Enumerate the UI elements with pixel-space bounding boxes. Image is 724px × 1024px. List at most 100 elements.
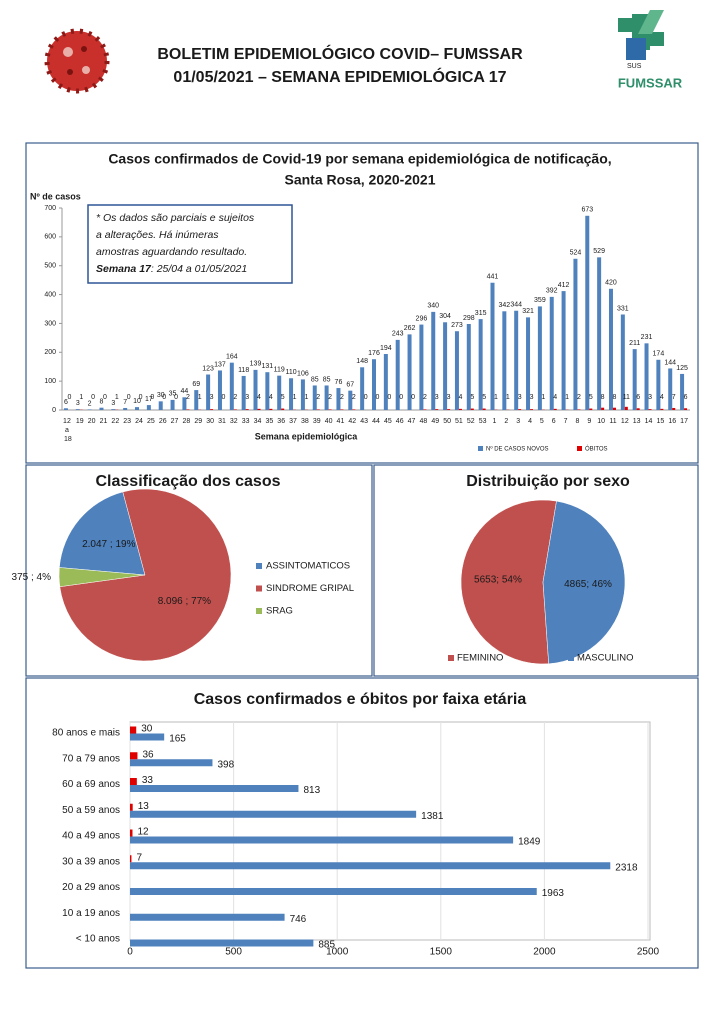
bar [656,359,661,410]
x-tick-label: 26 [159,418,167,425]
bar [194,390,199,410]
data-label: 3 [210,394,214,401]
data-label: 813 [303,785,320,796]
annotation-line: amostras aguardando resultado. [96,246,247,258]
bar [608,288,613,410]
x-tick-label: 11 [609,418,616,425]
bar [597,257,602,410]
x-tick-label: 1500 [430,947,453,958]
panel [25,142,699,464]
data-label: 0 [67,394,71,401]
pie-slice [59,488,232,662]
legend-swatch [478,446,483,451]
bar [182,397,187,410]
annotation-line: a alterações. Há inúmeras [96,229,219,241]
bar [624,406,628,410]
x-tick-label: 20 [88,418,96,425]
data-label: 1 [494,394,498,401]
x-tick-label: 13 [633,418,641,425]
bar [130,939,314,947]
x-tick-label: 24 [135,418,143,425]
data-label: 3 [648,394,652,401]
data-label: 2318 [615,862,638,873]
x-tick-label: 38 [301,418,309,425]
x-tick-label: 25 [147,418,155,425]
legend-swatch [256,608,262,614]
legend-label: SINDROME GRIPAL [266,583,354,594]
legend-swatch [256,585,262,592]
data-label: 315 [475,310,487,317]
bar [573,258,578,410]
data-label: 12 [137,827,149,838]
chart-title: Distribuição por sexo [466,473,630,490]
data-label: 5 [589,394,593,401]
x-tick-label: 48 [419,418,427,425]
x-tick-label: 46 [396,418,404,425]
data-label: 1 [506,394,510,401]
virus-icon [44,28,110,94]
x-tick-label: 35 [265,418,273,425]
bar [419,324,424,410]
data-label: 4 [458,394,462,401]
bar [63,408,68,410]
chart-title: Casos confirmados e óbitos por faixa etá… [194,691,527,708]
x-tick-label: 4 [528,418,532,425]
data-label: 35 [169,391,177,398]
bar [289,378,294,410]
data-label: 8.096 ; 77% [158,596,211,607]
bar [514,310,519,410]
data-label: 2 [340,394,344,401]
chart-subtitle: Santa Rosa, 2020-2021 [285,172,436,188]
bar [435,409,439,410]
data-label: 529 [593,248,605,255]
x-tick-label: 29 [194,418,202,425]
x-tick-label: 500 [225,947,242,958]
bar [253,369,258,410]
logo [618,10,664,60]
logo-sus: SUS [627,63,642,70]
bar [431,311,436,410]
bar [340,409,344,410]
data-label: 137 [214,361,226,368]
x-tick-label: 39 [313,418,321,425]
data-label: 412 [558,282,570,289]
data-label: 118 [238,367,249,374]
bar [312,385,317,410]
chart-title: Classificação dos casos [96,473,281,490]
bar [348,390,353,410]
data-label: 69 [192,381,200,388]
data-label: 106 [297,370,309,377]
data-label: 262 [404,325,416,332]
bar [130,778,137,785]
data-label: 304 [439,313,451,320]
data-label: 131 [262,363,274,370]
legend-swatch [577,446,582,451]
bar [680,373,685,410]
x-tick-label: 15 [656,418,664,425]
header-title: BOLETIM EPIDEMIOLÓGICO COVID– FUMSSAR [157,44,523,63]
pie-slice [59,491,146,576]
data-label: 0 [411,394,415,401]
data-label: 7 [672,394,676,401]
x-tick-label: 32 [230,418,238,425]
data-label: 11 [623,394,630,401]
bar [130,803,133,811]
data-label: 321 [522,308,534,315]
x-tick-label: 44 [372,418,380,425]
x-tick-label: 23 [123,418,131,425]
data-label: 3 [245,394,249,401]
bar [277,375,282,410]
data-label: 44 [181,388,189,395]
data-label: 4 [553,394,557,401]
y-tick-label: 300 [44,320,56,327]
data-label: 211 [629,340,640,347]
bar [130,836,514,844]
data-label: 344 [510,302,522,309]
bar [423,409,427,410]
data-label: 231 [641,334,653,341]
bar [466,324,471,410]
bar [518,409,522,410]
bar [490,282,495,410]
data-label: 331 [617,305,629,312]
bar [300,379,305,410]
